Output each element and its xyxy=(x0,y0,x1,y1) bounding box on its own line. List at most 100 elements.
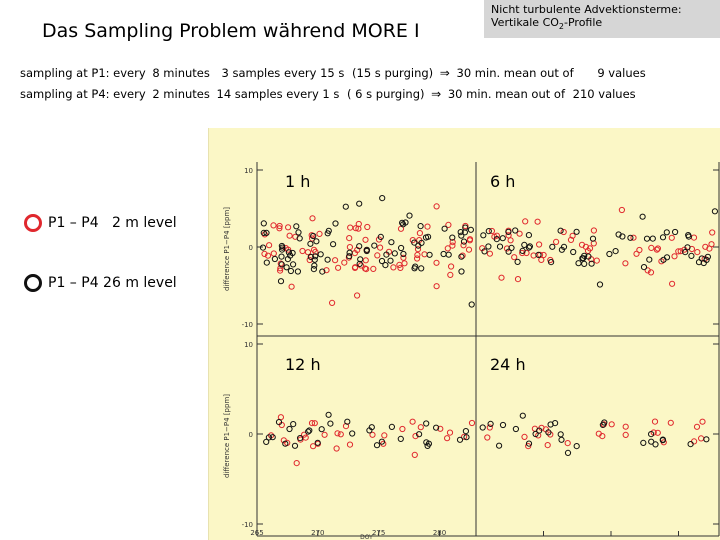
data-point-26m xyxy=(682,249,689,256)
data-point-2m xyxy=(503,245,511,252)
data-point-2m xyxy=(522,218,529,225)
data-point-26m xyxy=(496,442,503,449)
data-point-2m xyxy=(381,432,388,439)
slide-title: Das Sampling Problem während MORE I xyxy=(42,20,420,42)
data-point-2m xyxy=(569,232,576,239)
data-point-2m xyxy=(437,425,444,432)
sampling-samples: 14 samples every 1 s xyxy=(216,87,340,101)
data-point-2m xyxy=(374,252,381,259)
data-point-26m xyxy=(493,236,500,243)
data-point-26m xyxy=(663,229,670,236)
data-point-26m xyxy=(406,212,413,219)
data-point-26m xyxy=(388,423,395,430)
data-point-2m xyxy=(400,254,407,261)
data-point-26m xyxy=(319,268,326,275)
data-point-26m xyxy=(426,251,433,258)
data-point-26m xyxy=(485,243,492,250)
data-point-26m xyxy=(387,257,394,264)
data-point-26m xyxy=(418,239,425,247)
data-point-2m xyxy=(310,443,317,450)
data-point-2m xyxy=(698,435,705,442)
data-point-2m xyxy=(433,203,440,210)
topic-line-1: Nicht turbulente Advektionsterme: xyxy=(491,3,682,16)
data-point-26m xyxy=(462,428,469,435)
data-point-26m xyxy=(282,440,289,447)
data-point-2m xyxy=(362,236,369,243)
data-point-26m xyxy=(423,420,430,427)
data-point-26m xyxy=(265,434,273,441)
data-point-26m xyxy=(416,431,423,438)
data-point-26m xyxy=(260,229,267,237)
data-point-26m xyxy=(388,239,395,246)
data-point-26m xyxy=(648,431,655,438)
x-tick-label: 265 xyxy=(250,529,263,537)
data-point-2m xyxy=(521,433,528,440)
data-point-2m xyxy=(538,256,545,263)
data-point-26m xyxy=(485,228,492,235)
data-point-26m xyxy=(573,228,580,235)
data-point-26m xyxy=(441,225,448,232)
sampling-count: 9 values xyxy=(597,66,646,80)
legend-label-26m: P1 – P4 26 m level xyxy=(48,275,177,291)
data-point-2m xyxy=(362,265,369,272)
data-point-2m xyxy=(466,236,474,243)
legend-label-2m: P1 – P4 2 m level xyxy=(48,215,177,231)
data-point-26m xyxy=(294,268,302,275)
data-point-26m xyxy=(521,241,528,249)
data-point-26m xyxy=(580,255,587,262)
data-point-26m xyxy=(391,250,398,257)
data-point-26m xyxy=(499,235,506,242)
sampling-line-p4: sampling at P4: every 2 minutes 14 sampl… xyxy=(20,87,636,101)
data-point-26m xyxy=(378,438,385,445)
data-point-26m xyxy=(398,244,405,252)
data-point-2m xyxy=(590,227,597,234)
data-point-26m xyxy=(330,241,337,248)
data-point-26m xyxy=(512,425,519,433)
data-point-2m xyxy=(468,419,476,427)
implies-arrow-icon: ⇒ xyxy=(439,66,450,80)
data-point-26m xyxy=(570,248,577,256)
data-point-26m xyxy=(310,266,318,273)
data-point-2m xyxy=(416,230,423,237)
data-point-2m xyxy=(396,261,403,268)
data-point-26m xyxy=(646,256,653,263)
data-point-26m xyxy=(263,438,270,445)
data-point-2m xyxy=(599,433,606,440)
data-point-2m xyxy=(630,234,637,241)
data-point-2m xyxy=(308,420,316,427)
data-point-26m xyxy=(411,265,418,272)
data-point-26m xyxy=(379,195,386,202)
sampling-mean: 30 min. mean out of xyxy=(447,87,565,101)
data-point-26m xyxy=(462,224,469,231)
data-point-26m xyxy=(418,265,425,272)
data-point-2m xyxy=(622,423,629,430)
data-point-2m xyxy=(285,224,292,231)
data-point-2m xyxy=(647,269,655,276)
data-point-2m xyxy=(446,429,454,436)
data-point-26m xyxy=(325,411,332,418)
data-point-2m xyxy=(288,283,295,290)
data-point-2m xyxy=(709,229,716,236)
data-point-2m xyxy=(444,245,451,252)
data-point-26m xyxy=(640,439,647,446)
data-point-2m xyxy=(486,250,493,257)
data-point-2m xyxy=(484,434,491,441)
data-point-2m xyxy=(337,431,344,438)
data-point-2m xyxy=(653,246,660,253)
data-point-2m xyxy=(690,234,698,241)
data-point-2m xyxy=(648,244,655,252)
data-point-2m xyxy=(622,260,629,267)
y-tick-label: 0 xyxy=(249,431,253,439)
data-point-2m xyxy=(346,244,353,251)
data-point-2m xyxy=(699,418,706,425)
data-point-26m xyxy=(417,223,424,230)
y-tick-label: 10 xyxy=(244,341,253,349)
sampling-interval: 2 minutes xyxy=(152,87,210,101)
data-point-2m xyxy=(675,248,682,255)
data-point-26m xyxy=(458,253,465,260)
data-point-26m xyxy=(366,427,373,434)
data-point-26m xyxy=(519,412,526,419)
data-point-2m xyxy=(316,230,323,238)
topic-line-2: Vertikale CO2-Profile xyxy=(491,16,720,33)
data-point-26m xyxy=(536,427,543,434)
